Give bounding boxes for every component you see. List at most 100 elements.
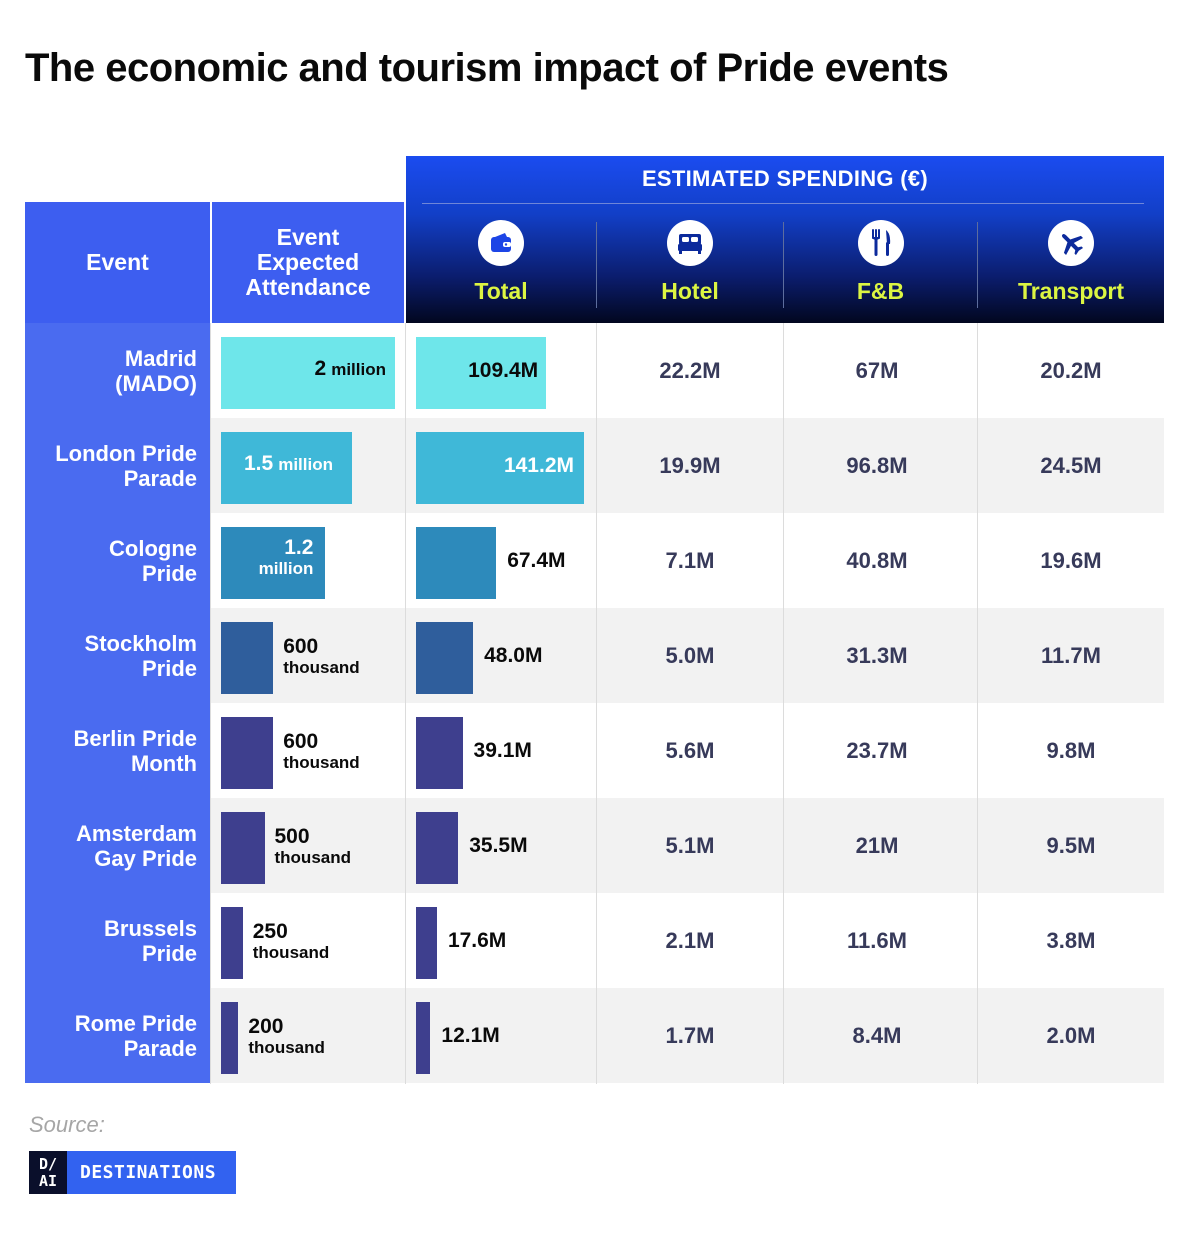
table-row: Rome Pride Parade 200 thousand 12.1M 1.7M 8.4… [25, 988, 1164, 1083]
attendance-bar [221, 812, 265, 884]
total-spend-bar [416, 527, 497, 599]
attendance-bar [221, 527, 326, 599]
table-row: Stockholm Pride 600 thousand 48.0M 5.0M 31.3M… [25, 608, 1164, 703]
attendance-unit: million [258, 559, 314, 578]
transport-value: 20.2M [1040, 358, 1102, 383]
table-row: Madrid (MADO) 2 million 109.4M 22.2M 67M 20.2M [25, 323, 1164, 418]
attendance-bar [221, 622, 274, 694]
total-spend-bar [416, 337, 547, 409]
attendance-unit: million [278, 455, 333, 474]
row-background [210, 798, 1164, 893]
wallet-icon [478, 220, 524, 266]
header-col-transport: Transport [978, 220, 1164, 308]
event-name: London Pride Parade [25, 418, 210, 513]
attendance-value: 600 [283, 730, 319, 753]
attendance-label: 200 thousand [248, 1016, 325, 1058]
attendance-unit: million [331, 360, 386, 379]
hotel-value: 1.7M [665, 1023, 715, 1048]
transport-value: 3.8M [1046, 928, 1096, 953]
attendance-unit: thousand [274, 848, 352, 867]
fb-value: 8.4M [852, 1023, 902, 1048]
header-col-fb-label: F&B [856, 278, 905, 304]
attendance-label: 500 thousand [275, 826, 352, 868]
header-separator [783, 222, 784, 308]
total-spend-label: 12.1M [441, 1024, 500, 1047]
event-name: Berlin Pride Month [25, 703, 210, 798]
event-name: Rome Pride Parade [25, 988, 210, 1083]
row-background [210, 608, 1164, 703]
fb-value: 21M [855, 833, 899, 858]
header-col-hotel: Hotel [597, 220, 783, 308]
attendance-bar [221, 337, 395, 409]
logo-mark: D/ AI [29, 1151, 67, 1194]
header-col-total: Total [406, 220, 596, 308]
total-spend-bar [416, 907, 437, 979]
total-spend-label: 35.5M [469, 834, 528, 857]
attendance-unit: thousand [252, 943, 330, 962]
transport-value: 9.5M [1046, 833, 1096, 858]
fb-value: 67M [855, 358, 899, 383]
attendance-value: 250 [252, 920, 288, 943]
fb-value: 23.7M [846, 738, 908, 763]
fork-knife-icon [857, 220, 904, 266]
transport-value: 2.0M [1046, 1023, 1096, 1048]
header-estimated-spending: ESTIMATED SPENDING (€) Total Hotel [406, 156, 1164, 323]
total-spend-label: 141.2M [503, 454, 574, 477]
header-attendance: Event Expected Attendance [212, 202, 404, 323]
attendance-value: 600 [283, 635, 319, 658]
attendance-unit: thousand [248, 1038, 325, 1057]
attendance-unit: thousand [283, 753, 360, 772]
header-separator [977, 222, 978, 308]
header-col-hotel-label: Hotel [661, 278, 719, 304]
header-col-total-label: Total [474, 278, 528, 304]
fb-value: 96.8M [846, 453, 908, 478]
attendance-value: 2 [314, 357, 327, 380]
attendance-bar [221, 717, 274, 789]
hotel-value: 5.1M [665, 833, 715, 858]
event-name: Stockholm Pride [25, 608, 210, 703]
attendance-label: 600 thousand [283, 636, 360, 678]
bed-icon [667, 220, 713, 266]
header-spending-title: ESTIMATED SPENDING (€) [641, 166, 929, 191]
header-col-transport-label: Transport [1017, 278, 1125, 304]
attendance-value: 500 [274, 825, 310, 848]
event-name: Madrid (MADO) [25, 323, 210, 418]
destinations-logo: D/ AI DESTINATIONS [29, 1151, 236, 1194]
column-divider [405, 323, 406, 1084]
logo-text: DESTINATIONS [67, 1151, 236, 1194]
table-row: Brussels Pride 250 thousand 17.6M 2.1M 11.6M 3… [25, 893, 1164, 988]
total-spend-bar [416, 1002, 431, 1074]
transport-value: 24.5M [1040, 453, 1102, 478]
table-row: Cologne Pride 1.2 million 67.4M 7.1M 40.8M 19.… [25, 513, 1164, 608]
hotel-value: 5.6M [665, 738, 715, 763]
row-background [210, 988, 1164, 1083]
total-spend-bar [416, 622, 474, 694]
page-title: The economic and tourism impact of Pride… [25, 46, 949, 90]
column-divider [210, 323, 211, 1084]
header-divider [422, 203, 1144, 204]
attendance-value: 1.5 [244, 452, 274, 475]
total-spend-bar [416, 717, 463, 789]
total-spend-label: 48.0M [484, 644, 543, 667]
source-label: Source: [29, 1112, 105, 1137]
total-spend-label: 39.1M [473, 739, 532, 762]
fb-value: 31.3M [846, 643, 908, 668]
attendance-value: 1.2 [284, 536, 314, 559]
table-row: London Pride Parade 1.5 million 141.2M 19.9M… [25, 418, 1164, 513]
total-spend-label: 17.6M [447, 929, 507, 952]
event-name: Cologne Pride [25, 513, 210, 608]
total-spend-bar [416, 812, 459, 884]
hotel-value: 5.0M [665, 643, 715, 668]
hotel-value: 19.9M [659, 453, 721, 478]
logo-mark-text: D/ AI [38, 1154, 58, 1190]
total-spend-label: 67.4M [507, 549, 566, 572]
attendance-label: 2 million [315, 357, 386, 381]
transport-value: 19.6M [1040, 548, 1102, 573]
column-divider [977, 323, 978, 1084]
transport-value: 11.7M [1041, 643, 1101, 668]
header-col-fb: F&B [784, 220, 977, 308]
attendance-bar [221, 907, 243, 979]
hotel-value: 2.1M [665, 928, 715, 953]
plane-icon [1048, 220, 1094, 266]
attendance-value: 200 [248, 1015, 284, 1038]
